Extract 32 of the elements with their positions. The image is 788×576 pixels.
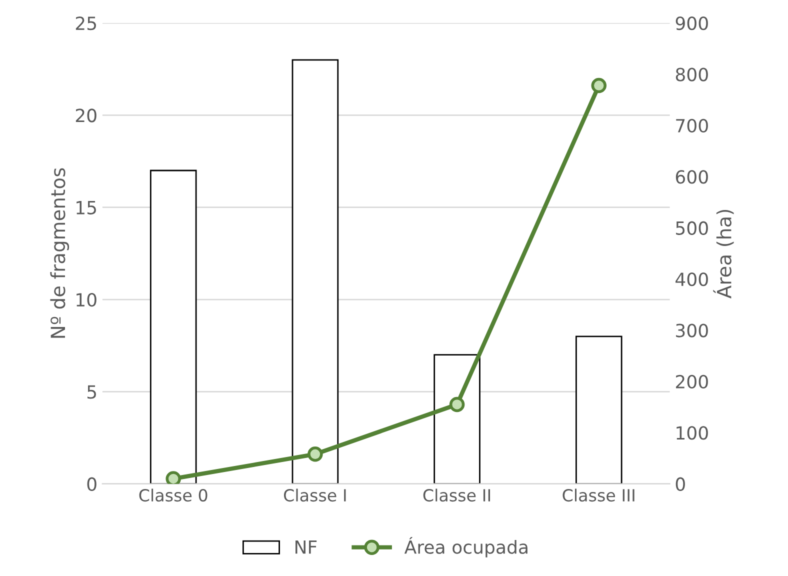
y-tick-label: 20: [76, 108, 96, 122]
y2-tick-label: 200: [676, 374, 708, 389]
y2-tick-label: 0: [676, 477, 685, 491]
y-tick-label: 0: [87, 477, 96, 491]
y2-tick-label: 900: [676, 16, 708, 30]
x-tick-label: Classe I: [284, 488, 346, 502]
y2-tick-label: 800: [676, 68, 708, 82]
bar: [292, 59, 339, 484]
point: [308, 446, 323, 462]
y2-tick-label: 600: [676, 170, 708, 184]
y2-tick-label: 300: [676, 324, 708, 338]
x-tick-label: Classe III: [562, 488, 634, 502]
point: [166, 471, 181, 484]
point: [591, 78, 607, 94]
point: [449, 396, 465, 412]
y2-tick-label: 500: [676, 221, 708, 235]
legend-label: NF: [296, 540, 317, 554]
y-tick-label: 5: [87, 385, 96, 399]
y-tick-label: 10: [76, 292, 96, 307]
y-tick-label: 25: [76, 16, 96, 30]
y2-tick-label: 100: [676, 426, 708, 440]
bar: [575, 336, 622, 484]
y-tick-label: 15: [76, 201, 96, 214]
y-axis-title: Nº de fragmentos: [50, 168, 70, 338]
y2-tick-label: 400: [676, 272, 708, 286]
x-tick-label: Classe 0: [139, 488, 208, 502]
legend-label: Área ocupada: [404, 536, 528, 558]
bar: [434, 354, 480, 484]
y2-axis-title: Área (ha): [713, 210, 734, 298]
x-tick-label: Classe II: [423, 488, 490, 502]
bar: [150, 170, 197, 484]
y2-tick-label: 700: [676, 118, 708, 133]
